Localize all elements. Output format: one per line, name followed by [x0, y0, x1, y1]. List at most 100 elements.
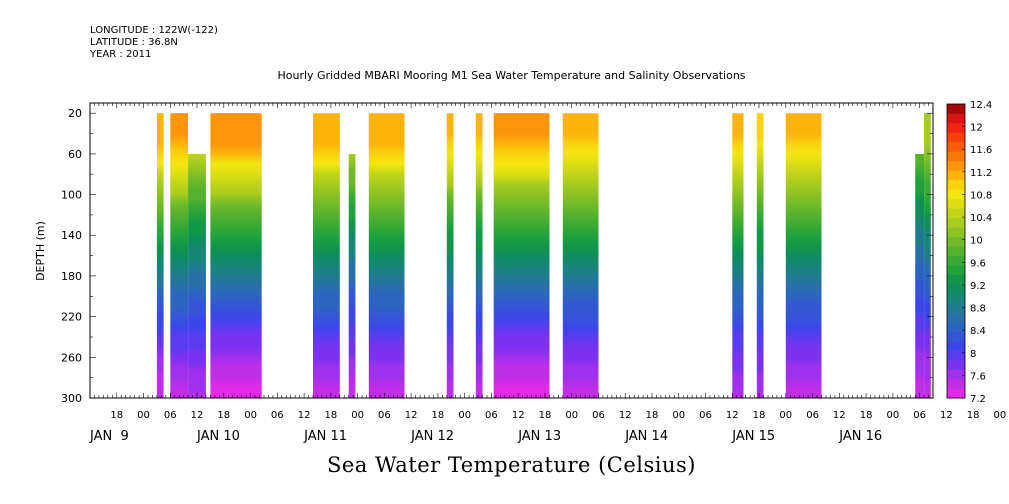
x-tick-label: 12: [726, 410, 739, 421]
data-segment: [446, 113, 454, 398]
x-tick-label: 18: [967, 410, 980, 421]
x-tick-label: 00: [565, 410, 578, 421]
colorbar-band: [947, 274, 965, 285]
colorbar-label: 7.6: [970, 371, 986, 382]
x-tick-label: 00: [458, 410, 471, 421]
data-segment: [313, 113, 340, 398]
colorbar-band: [947, 198, 965, 209]
colorbar-label: 8.8: [970, 304, 986, 315]
colorbar-label: 8.4: [970, 326, 986, 337]
x-tick-label: 06: [378, 410, 391, 421]
data-segment: [170, 113, 189, 398]
y-tick-label: 60: [68, 148, 82, 161]
colorbar-band: [947, 255, 965, 266]
data-segment: [785, 113, 822, 398]
x-tick-label: 12: [619, 410, 632, 421]
x-day-label: JAN 10: [196, 429, 240, 444]
chart-title: Hourly Gridded MBARI Mooring M1 Sea Wate…: [277, 69, 746, 82]
year-label: YEAR : 2011: [90, 49, 152, 60]
colorbar-label: 10.8: [970, 191, 992, 202]
x-tick-label: 12: [833, 410, 846, 421]
y-tick-label: 140: [61, 229, 82, 242]
colorbar-label: 9.2: [970, 281, 986, 292]
x-tick-label: 18: [860, 410, 873, 421]
x-day-label: JAN 14: [624, 429, 668, 444]
colorbar-band: [947, 160, 965, 171]
colorbar-band: [947, 217, 965, 228]
x-day-label: JAN 13: [517, 429, 561, 444]
colorbar-band: [947, 350, 965, 361]
x-tick-label: 00: [779, 410, 792, 421]
x-day-label: JAN 9: [89, 429, 129, 444]
x-tick-label: 00: [887, 410, 900, 421]
y-tick-label: 260: [61, 351, 82, 364]
x-tick-label: 12: [940, 410, 953, 421]
colorbar-band: [947, 265, 965, 276]
colorbar-band: [947, 360, 965, 370]
colorbar-band: [947, 208, 965, 219]
x-tick-label: 06: [485, 410, 498, 421]
colorbar-band: [947, 312, 965, 323]
colorbar-band: [947, 331, 965, 342]
colorbar-label: 8: [970, 349, 976, 360]
x-tick-label: 00: [137, 410, 150, 421]
y-tick-label: 180: [61, 270, 82, 283]
colorbar-band: [947, 322, 965, 332]
colorbar-label: 12: [970, 123, 983, 134]
x-tick-label: 00: [244, 410, 257, 421]
colorbar-label: 10.4: [970, 213, 992, 224]
colorbar-band: [947, 303, 965, 313]
colorbar-band: [947, 179, 965, 190]
colorbar-band: [947, 379, 965, 389]
y-tick-label: 220: [61, 311, 82, 324]
x-day-label: JAN 11: [303, 429, 347, 444]
colorbar-band: [947, 369, 965, 380]
colorbar-frame: [946, 103, 966, 399]
colorbar-band: [947, 151, 965, 162]
colorbar-band: [947, 113, 965, 124]
x-tick-label: 06: [913, 410, 926, 421]
colorbar-band: [947, 132, 965, 143]
data-segment: [188, 153, 206, 398]
colorbar-band: [947, 170, 965, 181]
x-tick-label: 06: [271, 410, 284, 421]
data-segment: [562, 113, 599, 398]
chart-subtitle: Sea Water Temperature (Celsius): [326, 453, 696, 477]
colorbar-band: [947, 122, 965, 133]
data-segment: [210, 113, 262, 398]
colorbar-label: 10: [970, 236, 983, 247]
y-axis-label: DEPTH (m): [34, 221, 47, 281]
colorbar-label: 11.6: [970, 145, 992, 156]
plot-frame: [89, 102, 934, 399]
x-tick-label: 06: [806, 410, 819, 421]
y-tick-label: 20: [68, 107, 82, 120]
longitude-label: LONGITUDE : 122W(-122): [90, 25, 218, 36]
x-tick-label: 18: [110, 410, 123, 421]
x-day-label: JAN 15: [731, 429, 775, 444]
x-tick-label: 06: [699, 410, 712, 421]
colorbar: 12.4 12 11.6 11.2 10.8 10.4 10 9.6 9.2 8.8 8.4 8 7.6…: [946, 100, 992, 405]
axes: 18 00 06 12 18 00 06 12 18 00 06 12 18 00 06 12 18 00 06 12…: [61, 103, 1006, 444]
colorbar-band: [947, 388, 965, 399]
colorbar-band: [947, 341, 965, 351]
colorbar-band: [947, 104, 965, 114]
colorbar-band: [947, 246, 965, 257]
colorbar-band: [947, 141, 965, 152]
colorbar-band: [947, 293, 965, 304]
data-segment: [756, 113, 764, 398]
data-segment: [156, 113, 164, 398]
x-tick-label: 12: [405, 410, 418, 421]
x-tick-label: 12: [512, 410, 525, 421]
data-segment: [915, 153, 925, 398]
colorbar-label: 9.6: [970, 258, 986, 269]
x-tick-label: 12: [191, 410, 204, 421]
data-segment: [348, 153, 356, 398]
x-tick-label: 06: [592, 410, 605, 421]
colorbar-label: 7.2: [970, 394, 986, 405]
x-tick-label: 18: [325, 410, 338, 421]
data-segment: [493, 113, 550, 398]
x-tick-label: 00: [351, 410, 364, 421]
colorbar-label: 12.4: [970, 100, 992, 111]
data-segments: [156, 113, 931, 398]
